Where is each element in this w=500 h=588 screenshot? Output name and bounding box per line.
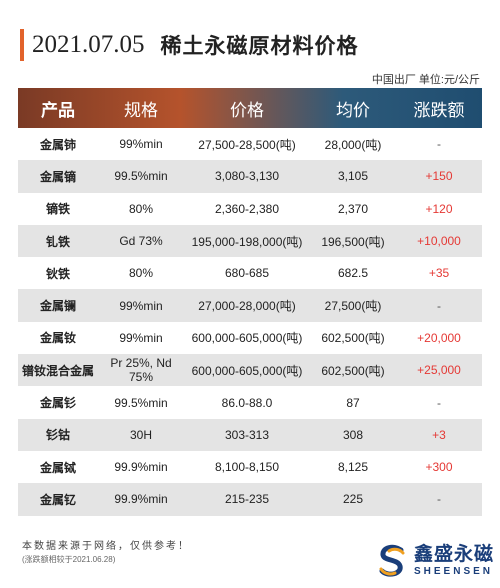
header-average: 均价 [336, 100, 370, 120]
average-cell: 28,000(吨) [324, 137, 382, 152]
header-change: 涨跌额 [413, 100, 465, 120]
spec-cell: 99.5%min [114, 169, 168, 184]
table-row: 金属钇 99.9%min 215-235 225 - [18, 483, 482, 516]
spec-cell: 99.9%min [114, 492, 168, 507]
product-cell: 镝铁 [45, 202, 70, 217]
price-table: 产品 规格 价格 均价 涨跌额 金属铈 99%min 27,500-28,500(吨… [18, 88, 482, 516]
spec-cell: 80% [128, 201, 154, 216]
title-date: 2021.07.05 [32, 31, 145, 58]
price-cell: 303-313 [224, 427, 270, 442]
price-cell: 600,000-605,000(吨) [191, 331, 303, 346]
price-cell: 27,000-28,000(吨) [198, 299, 296, 314]
header-product: 产品 [41, 100, 75, 120]
table-header: 产品 规格 价格 均价 涨跌额 [18, 88, 482, 128]
table-row: 金属镝 99.5%min 3,080-3,130 3,105 +150 [18, 160, 482, 193]
page-title: 2021.07.05 稀土永磁原材料价格 [20, 28, 359, 62]
table-row: 金属钐 99.5%min 86.0-88.0 87 - [18, 386, 482, 419]
price-cell: 2,360-2,380 [214, 201, 280, 216]
header-spec: 规格 [124, 100, 158, 120]
average-cell: 682.5 [337, 266, 369, 281]
product-cell: 金属镧 [39, 299, 76, 314]
change-cell: +25,000 [417, 363, 461, 378]
change-cell: +3 [432, 427, 446, 442]
average-cell: 196,500(吨) [321, 234, 385, 249]
table-row: 钐钴 30H 303-313 308 +3 [18, 418, 482, 451]
spec-cell: 99.9%min [114, 460, 168, 475]
product-cell: 钆铁 [45, 234, 70, 249]
change-cell: +20,000 [417, 330, 461, 345]
spec-cell: 80% [128, 266, 154, 281]
price-cell: 680-685 [224, 266, 270, 281]
average-cell: 308 [342, 427, 364, 442]
price-cell: 8,100-8,150 [214, 460, 280, 475]
product-cell: 金属钐 [39, 396, 76, 411]
table-row: 钬铁 80% 680-685 682.5 +35 [18, 257, 482, 290]
product-cell: 金属钕 [39, 331, 76, 346]
product-cell: 金属铽 [39, 460, 76, 475]
price-cell: 86.0-88.0 [221, 395, 273, 410]
change-cell: +300 [425, 460, 453, 475]
average-cell: 602,500(吨) [321, 331, 385, 346]
logo-text-en: SHEENSEN [414, 566, 494, 577]
price-cell: 600,000-605,000(吨) [191, 363, 303, 378]
average-cell: 225 [342, 492, 364, 507]
table-row: 钆铁 Gd 73% 195,000-198,000(吨) 196,500(吨) +10,… [18, 224, 482, 258]
change-cell: - [437, 298, 441, 313]
table-row: 金属铈 99%min 27,500-28,500(吨) 28,000(吨) - [18, 128, 482, 161]
product-cell: 钬铁 [45, 266, 70, 281]
average-cell: 27,500(吨) [324, 299, 382, 314]
price-cell: 3,080-3,130 [214, 169, 280, 184]
spec-cell: 99%min [119, 298, 163, 313]
unit-label: 中国出厂 单位:元/公斤 [371, 74, 480, 86]
product-cell: 镨钕混合金属 [21, 363, 94, 378]
logo-text-cn: 鑫盛永磁 [414, 544, 495, 565]
spec-cell: 99.5%min [114, 395, 168, 410]
table-row: 镝铁 80% 2,360-2,380 2,370 +120 [18, 192, 482, 225]
change-cell: - [437, 395, 441, 410]
price-cell: 215-235 [224, 492, 270, 507]
table-row: 金属铽 99.9%min 8,100-8,150 8,125 +300 [18, 450, 482, 484]
average-cell: 2,370 [337, 201, 369, 216]
spec-cell: Gd 73% [119, 234, 163, 249]
average-cell: 3,105 [337, 169, 369, 184]
product-cell: 钐钴 [45, 428, 70, 443]
brand-logo: 鑫盛永磁 SHEENSEN [376, 541, 494, 581]
title-accent-bar [20, 29, 24, 61]
spec-cell: 99%min [119, 330, 163, 345]
average-cell: 8,125 [337, 460, 369, 475]
spec-cell: 99%min [119, 137, 163, 152]
change-cell: +35 [428, 266, 450, 281]
change-cell: - [437, 492, 441, 507]
price-cell: 195,000-198,000(吨) [191, 234, 303, 249]
price-cell: 27,500-28,500(吨) [198, 137, 296, 152]
product-cell: 金属钇 [39, 492, 76, 507]
table-row: 金属钕 99%min 600,000-605,000(吨) 602,500(吨) +20… [18, 321, 482, 355]
change-cell: +150 [425, 169, 453, 184]
table-body: 金属铈 99%min 27,500-28,500(吨) 28,000(吨) - 金属镝 99… [18, 128, 482, 516]
product-cell: 金属镝 [39, 169, 76, 184]
source-note: 本数据来源于网络，仅供参考！ [22, 541, 190, 552]
product-cell: 金属铈 [39, 137, 76, 152]
table-row: 金属镧 99%min 27,000-28,000(吨) 27,500(吨) - [18, 289, 482, 322]
spec-cell: 30H [129, 427, 152, 442]
compare-note: (涨跌额相较于2021.06.28) [22, 555, 116, 564]
change-cell: +10,000 [417, 234, 461, 249]
average-cell: 87 [346, 395, 360, 410]
table-row: 镨钕混合金属 Pr 25%, Nd 75% 600,000-605,000(吨) 60… [18, 354, 482, 387]
spec-cell: Pr 25%, Nd 75% [110, 356, 172, 385]
average-cell: 602,500(吨) [321, 363, 385, 378]
change-cell: +120 [425, 201, 453, 216]
header-price: 价格 [230, 100, 264, 120]
title-text: 稀土永磁原材料价格 [160, 35, 359, 58]
sheensen-s-logo-icon [379, 544, 405, 577]
change-cell: - [437, 137, 441, 152]
